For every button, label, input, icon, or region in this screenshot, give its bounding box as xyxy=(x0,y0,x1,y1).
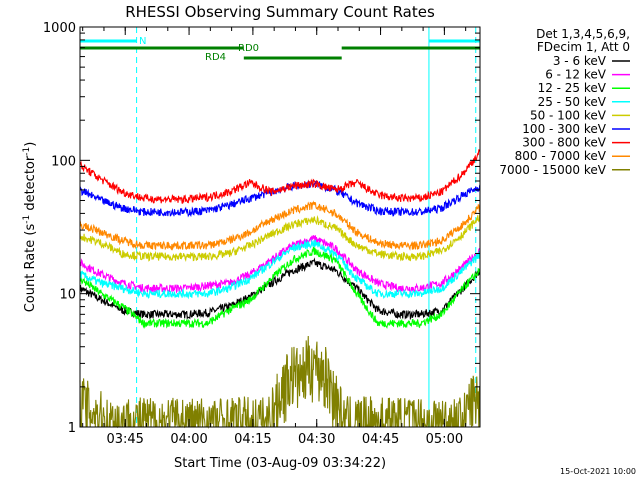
footer-date: 15-Oct-2021 10:00 xyxy=(560,467,636,476)
y-tick-label: 10 xyxy=(59,288,76,303)
legend-label: 25 - 50 keV xyxy=(538,95,607,109)
series-line-4 xyxy=(79,212,481,262)
y-axis-label-prefix: Count Rate (s xyxy=(23,224,38,313)
y-tick-label: 1 xyxy=(68,421,76,436)
y-tick-label: 1000 xyxy=(43,21,76,36)
x-tick-label: 03:45 xyxy=(106,432,143,447)
x-tick-label: 05:00 xyxy=(426,432,463,447)
series-line-3 xyxy=(79,238,481,300)
attenuator-label-n: N xyxy=(139,36,146,47)
series-line-2 xyxy=(79,246,481,330)
series-line-6 xyxy=(79,148,481,204)
x-axis: 03:45 04:00 04:15 04:30 04:45 05:00 xyxy=(82,27,467,447)
legend-header-1: Det 1,3,4,5,6,9, xyxy=(536,27,630,41)
series-line-7 xyxy=(79,200,481,251)
legend-header-2: FDecim 1, Att 0 xyxy=(537,40,630,54)
legend-label: 6 - 12 keV xyxy=(545,68,607,82)
series-line-5 xyxy=(79,180,481,218)
plot-area: N RD0 RD4 xyxy=(79,27,481,430)
y-axis-label-suffix: ) xyxy=(23,142,38,147)
x-tick-label: 04:45 xyxy=(362,432,399,447)
legend-label: 7000 - 15000 keV xyxy=(499,163,606,177)
y-axis-label-sup1: -1 xyxy=(22,215,32,224)
chart-title: RHESSI Observing Summary Count Rates xyxy=(125,3,435,21)
series-line-1 xyxy=(79,235,481,295)
series-line-8 xyxy=(79,335,481,430)
legend-label: 3 - 6 keV xyxy=(553,54,607,68)
y-axis: 1 10 100 1000 xyxy=(43,21,480,436)
y-axis-label-mid: detector xyxy=(23,155,38,215)
x-tick-label: 04:00 xyxy=(170,432,207,447)
decimation-label-rd4: RD4 xyxy=(205,52,226,63)
legend-label: 12 - 25 keV xyxy=(538,81,607,95)
legend-label: 50 - 100 keV xyxy=(530,108,607,122)
y-tick-label: 100 xyxy=(51,154,76,169)
legend: Det 1,3,4,5,6,9, FDecim 1, Att 0 3 - 6 k… xyxy=(499,27,630,177)
legend-label: 300 - 800 keV xyxy=(522,136,606,150)
legend-label: 800 - 7000 keV xyxy=(515,149,607,163)
plot-frame xyxy=(79,26,481,428)
series-line-0 xyxy=(79,257,481,321)
y-axis-label: Count Rate (s-1 detector-1) xyxy=(22,142,38,313)
x-axis-label: Start Time (03-Aug-09 03:34:22) xyxy=(174,456,386,471)
legend-label: 100 - 300 keV xyxy=(522,122,606,136)
x-tick-label: 04:15 xyxy=(234,432,271,447)
decimation-label-rd0: RD0 xyxy=(238,43,259,54)
y-axis-label-sup2: -1 xyxy=(22,147,32,156)
x-tick-label: 04:30 xyxy=(298,432,335,447)
